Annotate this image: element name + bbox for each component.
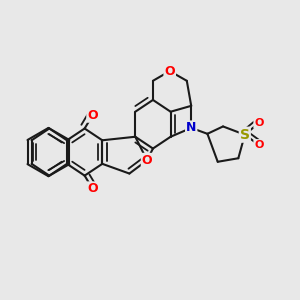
Text: O: O bbox=[87, 182, 98, 195]
Text: S: S bbox=[240, 128, 250, 142]
Text: O: O bbox=[142, 154, 152, 167]
Text: O: O bbox=[254, 118, 264, 128]
Text: O: O bbox=[87, 109, 98, 122]
Text: O: O bbox=[254, 140, 264, 150]
Text: O: O bbox=[164, 64, 175, 78]
Text: N: N bbox=[186, 122, 196, 134]
